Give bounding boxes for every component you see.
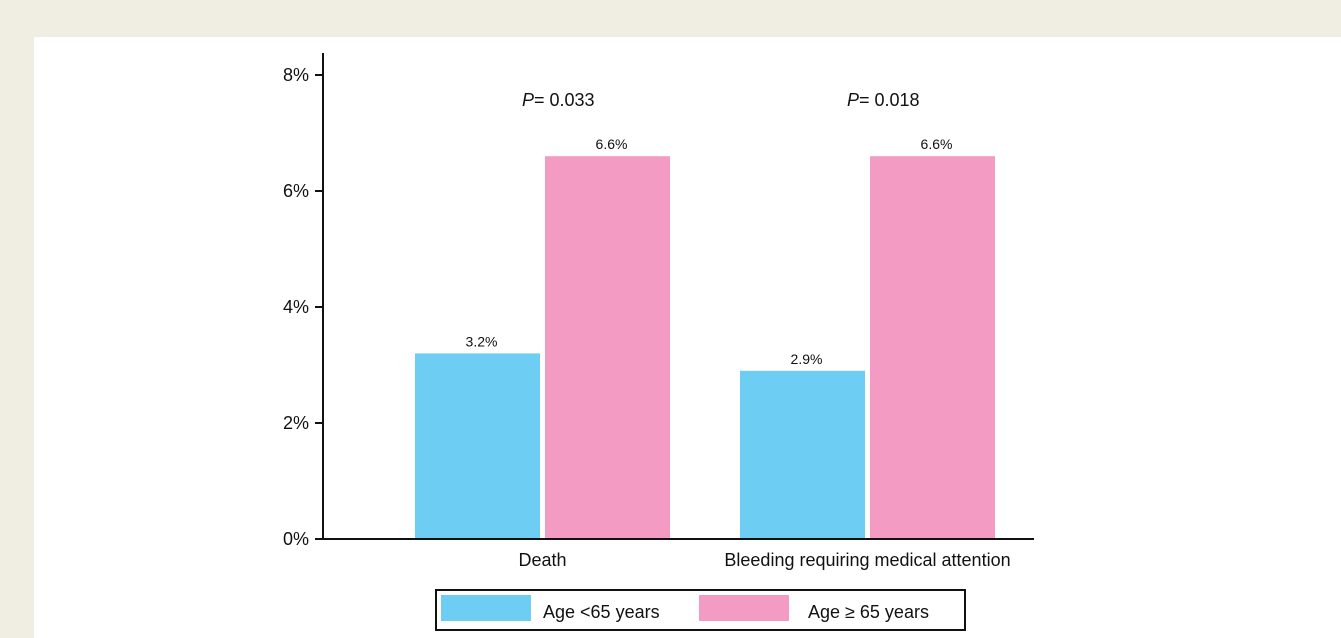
data-label-1-0: 2.9% xyxy=(791,351,823,367)
y-tick-label-3: 6% xyxy=(283,181,309,201)
category-label-1: Bleeding requiring medical attention xyxy=(724,550,1010,570)
p-value-annotation-0: P= 0.033 xyxy=(522,90,595,110)
y-tick-label-1: 2% xyxy=(283,413,309,433)
p-value-text: = 0.018 xyxy=(859,90,920,110)
category-label-0: Death xyxy=(518,550,566,570)
legend-swatch-0 xyxy=(441,595,531,621)
chart-panel: 3.2% 6.6% Death P= 0.033 2.9% 6.6% Bleeding re… xyxy=(34,37,1341,638)
y-tick-label-4: 8% xyxy=(283,65,309,85)
bar-0-1 xyxy=(545,156,670,539)
data-label-0-0: 3.2% xyxy=(466,333,498,349)
p-value-text: = 0.033 xyxy=(534,90,595,110)
bar-1-1 xyxy=(870,156,995,539)
legend: Age <65 years Age ≥ 65 years xyxy=(435,589,966,631)
legend-swatch-1 xyxy=(699,595,789,621)
p-value-symbol: P xyxy=(522,90,534,110)
bar-0-0 xyxy=(415,353,540,539)
data-label-0-1: 6.6% xyxy=(596,136,628,152)
bar-1-0 xyxy=(740,370,865,539)
data-label-1-1: 6.6% xyxy=(921,136,953,152)
legend-label-0: Age <65 years xyxy=(543,602,660,622)
y-tick-label-2: 4% xyxy=(283,297,309,317)
y-tick-label-0: 0% xyxy=(283,529,309,549)
legend-label-1: Age ≥ 65 years xyxy=(808,602,929,622)
p-value-symbol: P xyxy=(847,90,859,110)
p-value-annotation-1: P= 0.018 xyxy=(847,90,920,110)
